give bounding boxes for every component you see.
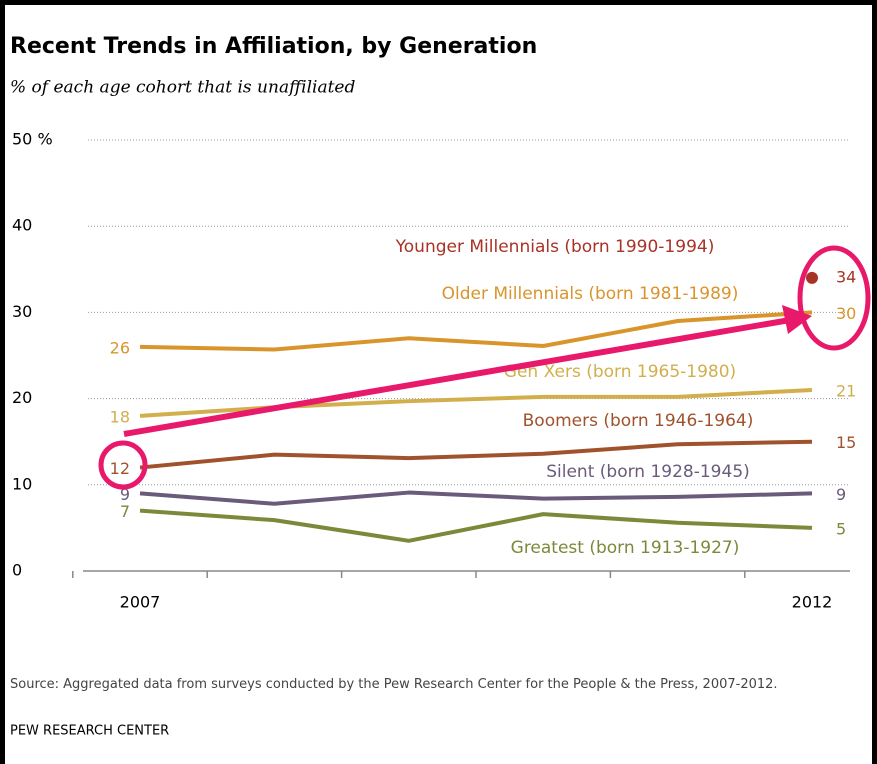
y-tick-label: 50 % bbox=[12, 130, 53, 149]
value-label: 7 bbox=[120, 502, 130, 521]
y-tick-label: 40 bbox=[12, 216, 32, 235]
highlight-circle bbox=[98, 440, 148, 490]
value-label: 26 bbox=[110, 338, 130, 357]
series-name: Younger Millennials (born 1990-1994) bbox=[395, 237, 715, 257]
source: Source: Aggregated data from surveys con… bbox=[10, 677, 778, 692]
value-label: 30 bbox=[836, 304, 856, 323]
series-name: Greatest (born 1913-1927) bbox=[511, 538, 740, 558]
plot: 0 10 20 30 40 50 % 2007 2012 34 Younger Millennia… bbox=[12, 130, 856, 612]
x-tick-label: 2012 bbox=[792, 593, 833, 612]
value-label: 5 bbox=[836, 519, 846, 538]
series-name: Boomers (born 1946-1964) bbox=[523, 411, 754, 431]
value-label: 9 bbox=[836, 485, 846, 504]
background bbox=[5, 5, 872, 764]
series-name: Gen Xers (born 1965-1980) bbox=[504, 362, 736, 382]
annotations bbox=[98, 245, 871, 490]
footer: PEW RESEARCH CENTER bbox=[10, 724, 169, 739]
value-label: 18 bbox=[110, 407, 130, 426]
y-tick-label: 20 bbox=[12, 388, 32, 407]
arrow-shaft bbox=[123, 317, 791, 437]
series-line bbox=[139, 490, 813, 506]
chart-title: Recent Trends in Affiliation, by Generat… bbox=[10, 34, 537, 59]
source-text: Source: Aggregated data from surveys con… bbox=[10, 677, 778, 692]
highlight-circle bbox=[797, 245, 871, 351]
series-name: Older Millennials (born 1981-1989) bbox=[442, 284, 739, 304]
value-label: 9 bbox=[120, 485, 130, 504]
y-tick-label: 30 bbox=[12, 302, 32, 321]
value-label: 12 bbox=[110, 459, 130, 478]
series-line bbox=[139, 508, 813, 543]
arrow-head bbox=[782, 305, 812, 334]
series-line bbox=[139, 439, 813, 470]
series-name: Silent (born 1928-1945) bbox=[546, 462, 750, 482]
value-label: 15 bbox=[836, 433, 856, 452]
value-label: 21 bbox=[836, 381, 856, 400]
series-line bbox=[139, 387, 813, 418]
y-tick-label: 10 bbox=[12, 474, 32, 493]
value-label: 34 bbox=[836, 267, 856, 286]
chart-subtitle: % of each age cohort that is unaffiliate… bbox=[10, 78, 355, 98]
point bbox=[806, 271, 818, 284]
series-line bbox=[139, 310, 813, 352]
y-tick-label: 0 bbox=[12, 561, 22, 580]
x-tick-label: 2007 bbox=[120, 593, 161, 612]
